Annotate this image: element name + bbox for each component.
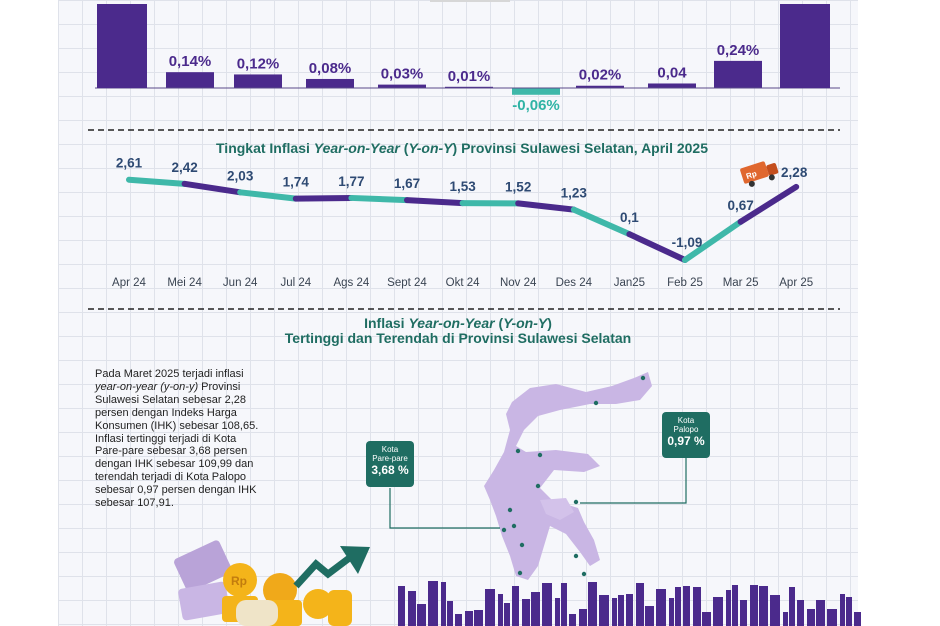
bar-8 [714,60,762,88]
month-label: Jul 24 [280,277,311,289]
bar-1 [234,74,282,88]
line-value-label: 0,67 [727,198,753,213]
line-value-label: 2,61 [116,156,143,171]
connector-palopo [580,458,687,504]
callout-city-name: Pare-pare [372,454,408,463]
month-label: Jan25 [614,277,645,289]
line-value-label: 1,53 [449,179,476,194]
month-label: Jun 24 [223,277,258,289]
trend-up-arrow [293,553,355,589]
callout-value: 3,68 % [371,463,409,477]
money-illustration: Rp [174,540,352,626]
map-title-line1: Inflasi Year-on-Year (Y-on-Y) [364,315,552,331]
line-value-label: 1,23 [561,186,588,201]
bar-partial-left [97,4,147,88]
monthly-bar-chart: 0,14% 0,12% 0,08% 0,03% 0,01% -0,06% 0,02% 0,04… [166,42,762,114]
map-city-dots [501,375,646,577]
line-value-label: 2,03 [227,168,254,183]
line-segment-0 [126,176,188,187]
month-label: Okt 24 [446,277,480,289]
line-value-label: 1,74 [283,175,310,190]
bar-6 [576,85,624,88]
line-value-label: 2,28 [781,165,808,180]
line-segment-8 [570,206,633,238]
line-value-label: 2,42 [171,160,197,175]
line-chart-title: Tingkat Inflasi Year-on-Year (Y-on-Y) Pr… [216,140,708,156]
yoy-value-labels: 2,61 2,42 2,03 1,74 1,77 1,67 1,53 1,52 1,23 0,1 -… [116,156,808,250]
bar-value-label: 0,08% [309,60,352,77]
month-label: Nov 24 [500,277,537,289]
callout-palopo: Kota Palopo 0,97 % [662,412,710,458]
bar-4 [445,86,493,88]
bar-value-label: 0,14% [169,53,212,70]
bar-5 [512,88,560,95]
map-title-line2: Tertinggi dan Terendah di Provinsi Sulaw… [285,330,631,346]
month-label: Sept 24 [387,277,427,289]
line-value-label: 1,52 [505,179,531,194]
bar-value-label: 0,04 [657,64,687,81]
callout-city-name: Palopo [673,425,699,434]
svg-text:Rp: Rp [745,169,758,181]
summary-paragraph: Pada Maret 2025 terjadi inflasi year-on-… [95,368,259,510]
callout-value: 0,97 % [667,434,705,448]
bar-7 [648,83,696,88]
bar-value-label: 0,03% [381,66,424,83]
delivery-truck-icon: Rp [740,161,779,187]
bar-0 [166,72,214,88]
month-axis-labels: Apr 24 Mei 24 Jun 24 Jul 24 Ags 24 Sept 24 Okt… [112,277,813,289]
svg-text:Rp: Rp [231,574,247,588]
top-divider [430,0,510,2]
line-segment-7 [515,200,577,213]
line-segment-9 [626,231,688,263]
bar-3 [378,84,426,88]
bar-value-label: -0,06% [512,97,560,114]
bar-value-label: 0,02% [579,67,622,84]
month-label: Ags 24 [333,277,369,289]
sulawesi-map [484,372,652,580]
month-label: Feb 25 [667,277,703,289]
line-segment-3 [292,194,355,202]
line-value-label: -1,09 [672,235,703,250]
month-label: Des 24 [556,277,593,289]
bar-value-label: 0,12% [237,55,280,72]
month-label: Apr 25 [779,277,813,289]
bar-partial-right [780,4,830,88]
line-segment-11 [737,183,800,225]
month-label: Apr 24 [112,277,146,289]
line-segment-1 [181,180,244,196]
city-skyline-decoration [398,581,861,626]
month-label: Mar 25 [723,277,759,289]
line-value-label: 0,1 [620,210,639,225]
bar-2 [306,78,354,88]
line-segment-4 [348,194,410,204]
callout-city-prefix: Kota [677,416,695,425]
arrow-head-icon [340,546,370,574]
infographic-background [58,0,858,626]
callout-city-prefix: Kota [381,445,399,454]
bar-value-label: 0,01% [448,68,491,85]
connector-pare-pare [389,488,500,529]
bar-value-label: 0,24% [717,42,760,59]
callout-pare-pare: Kota Pare-pare 3,68 % [366,441,414,487]
line-segment-5 [404,197,466,207]
month-label: Mei 24 [167,277,202,289]
line-value-label: 1,77 [338,174,364,189]
line-segment-2 [237,189,299,202]
line-value-label: 1,67 [394,176,420,191]
yoy-line-series [126,176,800,263]
line-segment-10 [682,218,744,263]
